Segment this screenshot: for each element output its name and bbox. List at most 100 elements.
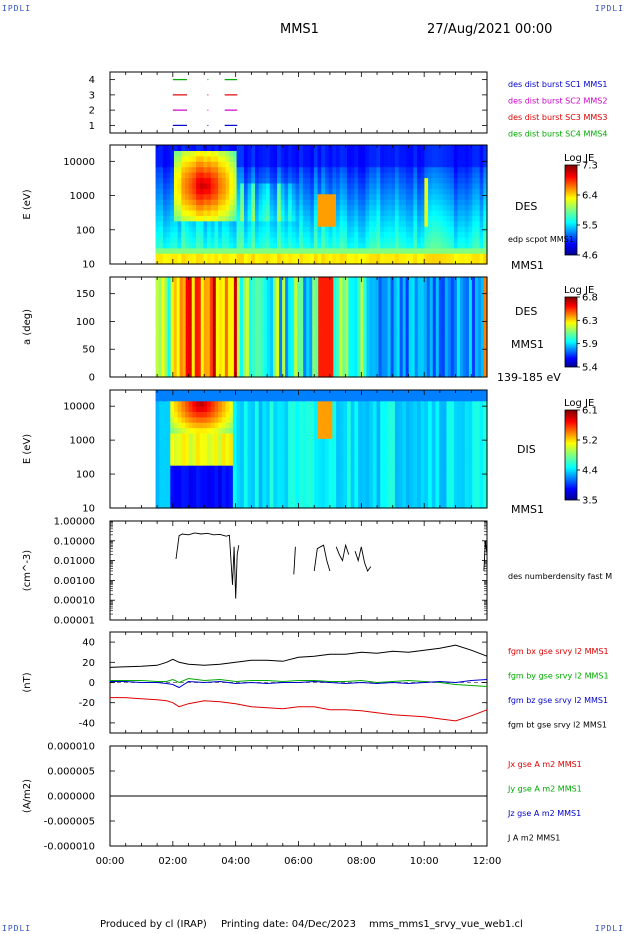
des-energy-cell: [417, 242, 422, 249]
dis-energy-cell: [328, 395, 333, 402]
dis-energy-cell: [203, 422, 208, 429]
des-energy-cell: [321, 155, 326, 162]
dis-energy-cell: [413, 475, 418, 482]
des-energy-cell: [417, 155, 422, 162]
des-energy-cell: [254, 155, 260, 162]
des-pitch-cell: [459, 307, 464, 318]
dis-energy-cell: [431, 390, 437, 396]
des-energy-cell: [221, 182, 227, 189]
des-pitch-cell: [420, 297, 425, 308]
des-energy-cell: [240, 231, 245, 238]
des-pitch-cell: [285, 277, 289, 288]
des-pitch-cell: [339, 317, 343, 328]
dis-energy-cell: [207, 502, 212, 509]
des-energy-cell: [302, 182, 308, 189]
des-energy-cell: [277, 204, 282, 211]
dis-energy-cell: [409, 406, 414, 413]
des-energy-cell: [420, 226, 425, 233]
des-energy-cell: [383, 155, 389, 162]
des-pitch-cell: [390, 367, 395, 378]
des-energy-cell: [343, 193, 348, 200]
des-energy-cell: [210, 247, 216, 254]
dis-energy-cell: [376, 497, 381, 504]
dis-energy-cell: [266, 497, 271, 504]
des-energy-colorbar-tick-label: 4.6: [582, 251, 598, 262]
des-energy-cell: [170, 220, 175, 227]
dis-energy-cell: [310, 481, 315, 488]
des-pitch-cell: [342, 317, 346, 328]
dis-energy-cell: [350, 486, 356, 493]
des-energy-cell: [203, 199, 208, 206]
dis-energy-cell: [417, 502, 422, 509]
des-pitch-cell: [381, 317, 386, 328]
des-pitch-cell: [279, 277, 283, 288]
des-energy-cell: [350, 236, 356, 243]
des-energy-cell: [306, 215, 311, 222]
dis-energy-cell: [166, 481, 171, 488]
des-pitch-cell: [369, 307, 374, 318]
des-energy-cell: [483, 155, 488, 162]
des-energy-cell: [453, 231, 459, 238]
dis-energy-cell: [273, 454, 278, 461]
des-energy-cell: [483, 247, 488, 254]
des-pitch-cell: [399, 297, 404, 308]
dis-energy-cell: [155, 432, 160, 439]
des-pitch-cell: [264, 337, 268, 348]
des-energy-cell: [461, 193, 466, 200]
des-pitch-cell: [188, 357, 193, 368]
des-pitch-cell: [378, 347, 383, 358]
des-energy-cell: [442, 236, 448, 243]
des-pitch-cell: [333, 277, 337, 288]
des-pitch-cell: [164, 327, 169, 338]
des-pitch-cell: [206, 317, 211, 328]
des-pitch-cell: [402, 287, 407, 298]
dis-energy-cell: [394, 491, 400, 498]
dis-energy-cell: [159, 411, 164, 418]
des-energy-cell: [188, 193, 193, 200]
des-energy-cell: [361, 172, 367, 179]
des-pitch-cell: [215, 347, 220, 358]
dis-energy-cell: [391, 449, 396, 455]
des-pitch-cell: [396, 277, 401, 288]
des-energy-cell: [232, 161, 238, 168]
des-energy-cell: [475, 226, 481, 233]
dis-energy-cell: [391, 491, 396, 498]
des-energy-cell: [207, 166, 212, 173]
des-energy-cell: [361, 193, 367, 200]
des-pitch-cell: [438, 357, 443, 368]
des-energy-cell: [240, 220, 245, 227]
des-pitch-cell: [300, 347, 304, 358]
dis-energy-cell: [159, 427, 164, 434]
dis-energy-cell: [284, 416, 289, 423]
des-pitch-cell: [339, 327, 343, 338]
dis-energy-cell: [196, 427, 201, 434]
des-energy-cell: [313, 253, 319, 260]
dis-energy-cell: [291, 395, 297, 402]
des-energy-cell: [391, 199, 396, 206]
des-pitch-cell: [381, 327, 386, 338]
des-energy-cell: [181, 166, 186, 173]
des-energy-cell: [479, 226, 484, 233]
des-energy-cell: [284, 161, 289, 168]
des-energy-cell: [464, 155, 470, 162]
des-energy-cell: [439, 193, 444, 200]
des-energy-cell: [336, 231, 341, 238]
dis-energy-cell: [383, 497, 389, 504]
dis-energy-cell: [247, 465, 252, 472]
des-energy-cell: [225, 242, 230, 249]
dis-energy-cell: [221, 395, 227, 402]
des-pitch-cell: [288, 297, 292, 308]
dis-energy-cell: [361, 432, 367, 439]
dis-energy-cell: [210, 486, 216, 493]
des-energy-cell: [177, 188, 182, 195]
des-pitch-cell: [209, 337, 214, 348]
dis-energy-cell: [166, 465, 171, 472]
des-energy-cell: [258, 242, 263, 249]
dis-energy-cell: [210, 406, 216, 413]
des-pitch-cell: [339, 357, 343, 368]
dis-energy-cell: [332, 390, 337, 396]
dis-energy-cell: [417, 406, 422, 413]
des-pitch-cell: [297, 277, 301, 288]
dis-energy-cell: [214, 502, 219, 509]
des-pitch-cell: [200, 277, 205, 288]
